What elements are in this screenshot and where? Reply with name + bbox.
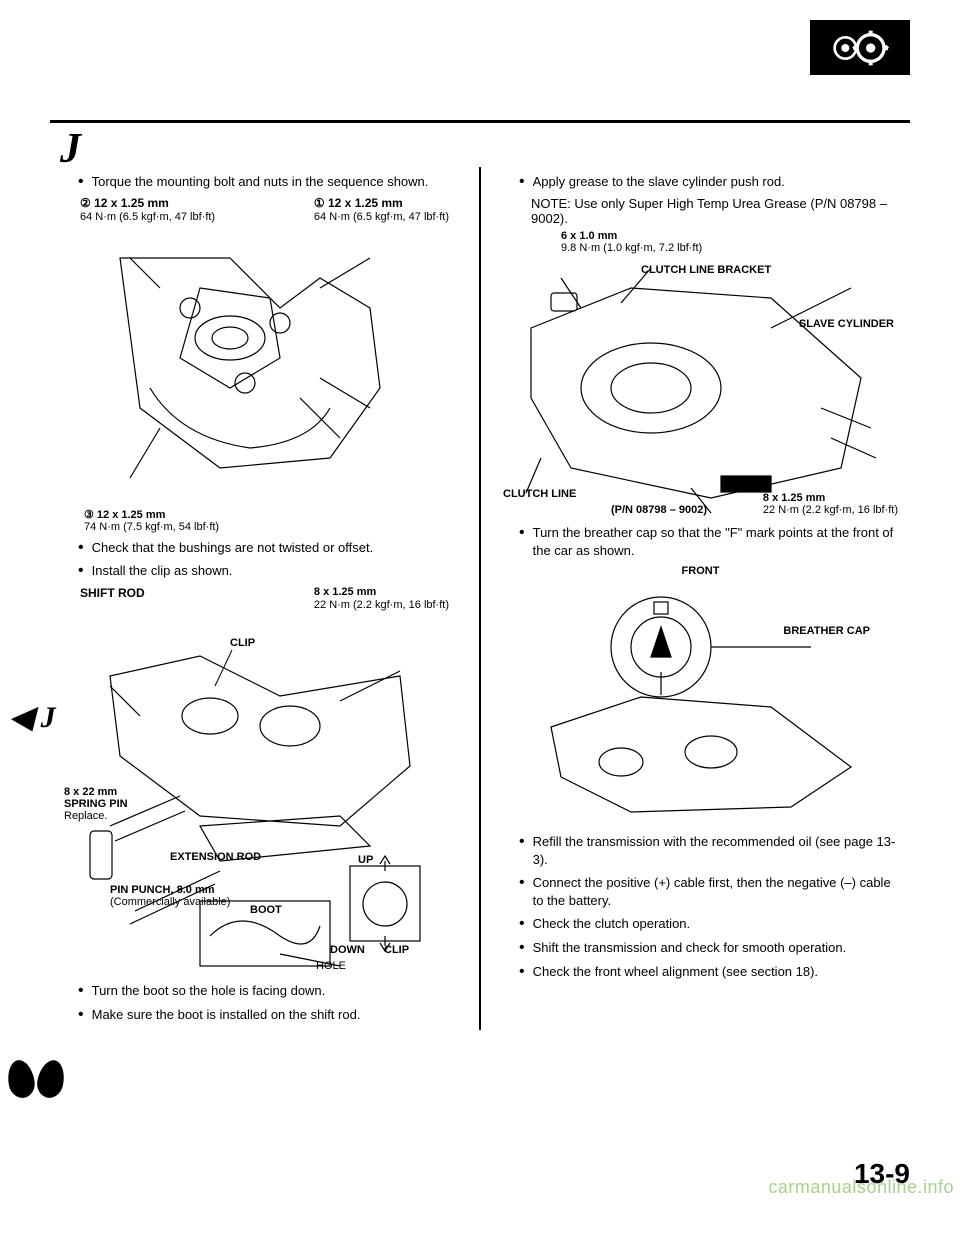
fig2-shift-rod: SHIFT ROD xyxy=(80,586,145,612)
left-bullet-4: Turn the boot so the hole is facing down… xyxy=(78,982,459,1000)
right-bullet-3: Refill the transmission with the recomme… xyxy=(519,833,900,868)
right-bullet-1: Apply grease to the slave cylinder push … xyxy=(519,173,900,191)
fig4-front: FRONT xyxy=(501,565,900,577)
left-bullet-2: Check that the bushings are not twisted … xyxy=(78,539,459,557)
side-hook-mid: ◀ J xyxy=(10,700,56,735)
fig2-hole: HOLE xyxy=(316,960,346,972)
figure-4-breather-cap: FRONT BREATHER CAP xyxy=(501,565,900,827)
header-logo xyxy=(810,20,910,75)
fig3-top-spec: 6 x 1.0 mm xyxy=(561,230,617,242)
fig2-spring-pin: SPRING PIN xyxy=(64,798,128,810)
fig3-slave-cyl: SLAVE CYLINDER xyxy=(799,318,894,330)
fig3-grease-spec: 8 x 1.25 mm xyxy=(763,492,825,504)
left-bullet-3: Install the clip as shown. xyxy=(78,562,459,580)
left-column: Torque the mounting bolt and nuts in the… xyxy=(50,167,481,1030)
top-rule xyxy=(50,120,910,123)
fig2-top-spec: 8 x 1.25 mm xyxy=(314,586,449,599)
fig3-pn: (P/N 08798 – 9002) xyxy=(611,504,707,516)
page-hook: J xyxy=(50,133,910,167)
fig2-ext-rod: EXTENSION ROD xyxy=(170,851,261,863)
fig2-spring-pin-replace: Replace. xyxy=(64,810,107,822)
right-bullet-5: Check the clutch operation. xyxy=(519,915,900,933)
left-bullet-5: Make sure the boot is installed on the s… xyxy=(78,1006,459,1024)
fig1-spec1: ① 12 x 1.25 mm xyxy=(314,196,449,210)
right-bullet-6: Shift the transmission and check for smo… xyxy=(519,939,900,957)
svg-text:CLIP: CLIP xyxy=(230,637,255,649)
fig3-clutch-line: CLUTCH LINE xyxy=(503,488,576,500)
fig2-pin-punch: PIN PUNCH, 8.0 mm xyxy=(110,884,215,896)
fig1-spec3-t: 74 N·m (7.5 kgf·m, 54 lbf·ft) xyxy=(84,521,459,533)
right-bullet-2: Turn the breather cap so that the "F" ma… xyxy=(519,524,900,559)
fig2-clip2: CLIP xyxy=(384,944,409,956)
right-bullet-7: Check the front wheel alignment (see sec… xyxy=(519,963,900,981)
fig2-pin-punch-avail: (Commercially available) xyxy=(110,896,230,908)
fig1-spec2-t: 64 N·m (6.5 kgf·m, 47 lbf·ft) xyxy=(80,211,215,224)
fig3-top-spec-t: 9.8 N·m (1.0 kgf·m, 7.2 lbf·ft) xyxy=(561,242,702,254)
figure-2-shift-rod: CLIP xyxy=(60,616,459,976)
fig1-spec1-t: 64 N·m (6.5 kgf·m, 47 lbf·ft) xyxy=(314,211,449,224)
side-marks-bottom xyxy=(8,1060,68,1101)
fig2-top-spec-t: 22 N·m (2.2 kgf·m, 16 lbf·ft) xyxy=(314,599,449,612)
left-bullet-1: Torque the mounting bolt and nuts in the… xyxy=(78,173,459,191)
fig2-spring-pin-size: 8 x 22 mm xyxy=(64,786,117,798)
fig2-down: DOWN xyxy=(330,944,365,956)
fig2-up: UP xyxy=(358,854,373,866)
right-note: NOTE: Use only Super High Temp Urea Grea… xyxy=(531,196,900,226)
figure-1-mounting xyxy=(60,228,459,508)
fig4-breather: BREATHER CAP xyxy=(783,625,870,637)
fig1-spec2: ② 12 x 1.25 mm xyxy=(80,196,215,210)
watermark: carmanualsonline.info xyxy=(768,1177,954,1198)
right-bullet-4: Connect the positive (+) cable first, th… xyxy=(519,874,900,909)
right-column: Apply grease to the slave cylinder push … xyxy=(481,167,910,1030)
fig3-grease-spec-t: 22 N·m (2.2 kgf·m, 16 lbf·ft) xyxy=(763,504,898,516)
fig2-boot: BOOT xyxy=(250,904,282,916)
figure-3-slave-cylinder: CLUTCH LINE BRACKET SLAVE CYLINDER CLUTC… xyxy=(501,258,900,518)
fig3-clutch-bracket: CLUTCH LINE BRACKET xyxy=(641,264,771,276)
fig1-spec3: ③ 12 x 1.25 mm xyxy=(84,508,459,521)
